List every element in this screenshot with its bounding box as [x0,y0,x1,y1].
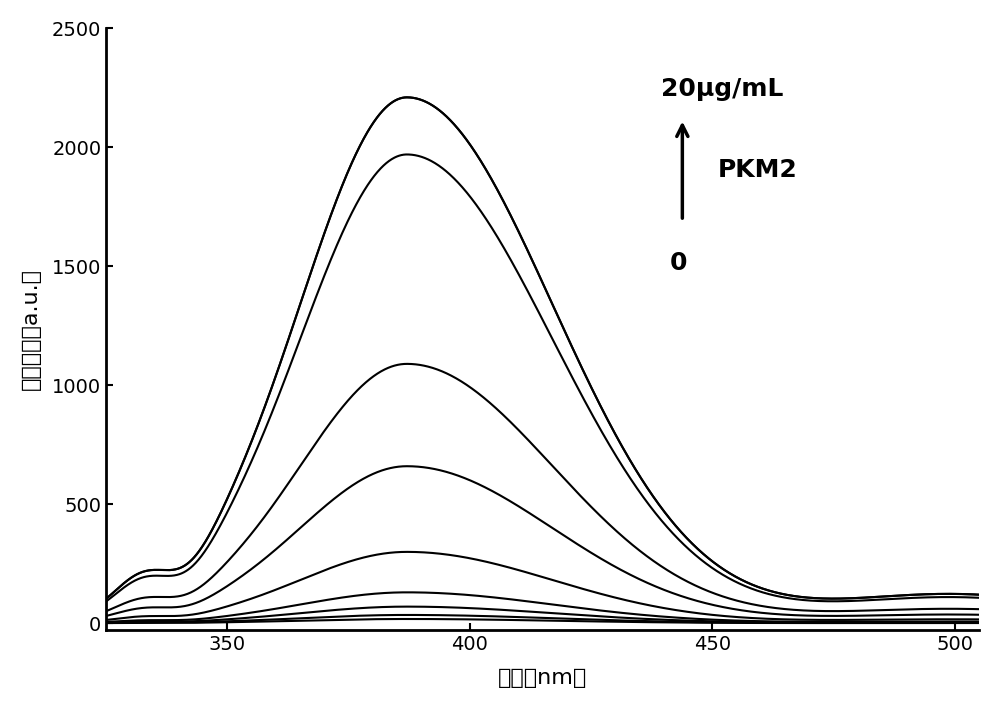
Y-axis label: 荧光强度（a.u.）: 荧光强度（a.u.） [21,269,41,391]
Text: 20μg/mL: 20μg/mL [661,77,783,101]
Text: PKM2: PKM2 [717,158,797,182]
X-axis label: 波长（nm）: 波长（nm） [498,668,587,688]
Text: 0: 0 [669,251,687,275]
